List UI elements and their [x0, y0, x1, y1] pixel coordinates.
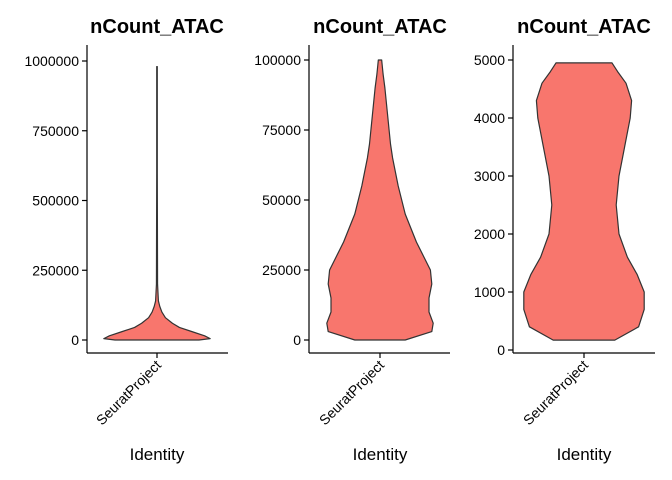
panel-1-y-tick-label: 0 — [71, 332, 79, 348]
panel-2-y-tick-label: 0 — [293, 332, 301, 348]
panel-2-y-tick-label: 75000 — [262, 122, 301, 138]
panel-3-violins — [523, 62, 645, 341]
panel-3-violin-SeuratProject — [523, 62, 645, 341]
panel-2-title: nCount_ATAC — [313, 16, 447, 38]
panel-1-y-tick-label: 500000 — [32, 193, 79, 209]
panel-2-y-tick-label: 50000 — [262, 192, 301, 208]
panel-2-y-axis: 0 25000 50000 75000 100000 — [254, 45, 310, 353]
panel-1-y-axis: 0 250000 500000 750000 1000000 — [24, 45, 88, 353]
panel-2-x-axis-title: Identity — [353, 445, 408, 464]
panel-1-violins — [103, 65, 211, 341]
panel-1-title: nCount_ATAC — [90, 16, 224, 38]
panel-1-x-axis-title: Identity — [130, 445, 185, 464]
panel-2-y-tick-label: 100000 — [254, 52, 301, 68]
panel-3-y-tick-label: 0 — [497, 342, 505, 358]
panel-3-title: nCount_ATAC — [517, 16, 651, 38]
panel-1: nCount_ATAC 0 250000 500000 750000 1000000 S… — [24, 16, 228, 464]
panel-3-x-axis — [513, 352, 655, 358]
panel-3-y-tick-label: 2000 — [474, 226, 505, 242]
panel-2-y-tick-label: 25000 — [262, 262, 301, 278]
panel-3-y-tick-label: 4000 — [474, 110, 505, 126]
panel-1-x-axis — [87, 352, 228, 358]
panel-1-y-tick-label: 750000 — [32, 123, 79, 139]
panel-3: nCount_ATAC 0 1000 2000 3000 4000 5000 Seurat… — [474, 16, 655, 464]
panel-3-y-tick-label: 5000 — [474, 52, 505, 68]
panel-1-y-tick-label: 1000000 — [24, 53, 79, 69]
panel-2: nCount_ATAC 0 25000 50000 75000 100000 Seura… — [254, 16, 450, 464]
panel-2-x-axis — [309, 352, 450, 358]
panel-3-y-tick-label: 3000 — [474, 168, 505, 184]
panel-3-y-tick-label: 1000 — [474, 284, 505, 300]
panel-2-x-tick-label: SeuratProject — [316, 357, 387, 428]
panel-3-y-axis: 0 1000 2000 3000 4000 5000 — [474, 45, 514, 358]
panel-3-x-axis-title: Identity — [557, 445, 612, 464]
panel-2-violin-SeuratProject — [326, 59, 434, 341]
panel-2-violins — [326, 59, 434, 341]
panel-1-violin-SeuratProject — [103, 65, 211, 341]
panel-1-y-tick-label: 250000 — [32, 262, 79, 278]
panel-3-x-tick-label: SeuratProject — [520, 357, 591, 428]
panel-1-x-tick-label: SeuratProject — [93, 357, 164, 428]
